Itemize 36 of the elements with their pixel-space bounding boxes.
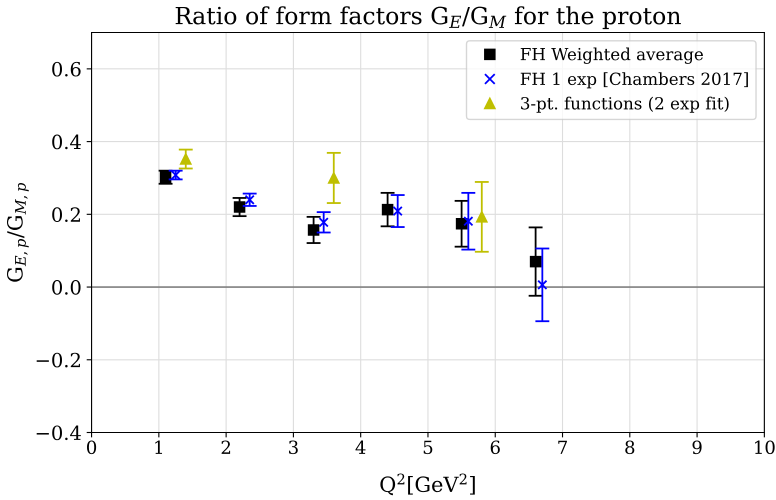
x-tick-label: 10 — [755, 440, 775, 454]
point — [456, 218, 468, 230]
point — [318, 217, 329, 228]
y-tick-label: 0.0 — [52, 280, 81, 295]
x-tick-label: 5 — [424, 440, 432, 454]
y-tick-label: 0.6 — [52, 62, 81, 77]
x-tick-label: 8 — [625, 440, 634, 454]
point — [244, 194, 255, 205]
point — [308, 224, 320, 236]
y-tick-label: 0.4 — [52, 134, 81, 150]
point — [537, 280, 548, 290]
y-axis-title: G$_{E,p}$/G$_{M,p}$ — [6, 182, 29, 282]
legend-label: 3-pt. functions (2 exp fit) — [521, 96, 729, 113]
x-tick-label: 0 — [87, 440, 96, 454]
x-axis-title: Q$^{2}$[GeV$^{2}$] — [380, 473, 475, 496]
point — [382, 204, 394, 216]
point — [476, 211, 488, 223]
point — [234, 201, 246, 213]
point — [463, 216, 474, 226]
x-tick-label: 1 — [155, 440, 162, 454]
x-tick-label: 4 — [355, 440, 366, 454]
x-tick-label: 3 — [289, 440, 298, 454]
point — [530, 256, 542, 268]
legend-label: FH 1 exp [Chambers 2017] — [520, 72, 748, 88]
chart-title: Ratio of form factors G$_{E}$/G$_{M}$ for the proton — [176, 6, 681, 30]
y-tick-label: −0.2 — [36, 352, 80, 368]
point — [180, 153, 192, 165]
x-tick-label: 9 — [692, 440, 702, 454]
point — [328, 172, 340, 184]
y-tick-label: −0.4 — [36, 425, 81, 440]
point — [392, 206, 403, 216]
legend-label: FH Weighted average — [520, 48, 703, 64]
x-tick-label: 6 — [490, 440, 500, 454]
y-tick-label: 0.2 — [52, 207, 80, 222]
x-tick-label: 2 — [222, 440, 230, 454]
x-tick-label: 7 — [558, 440, 567, 454]
